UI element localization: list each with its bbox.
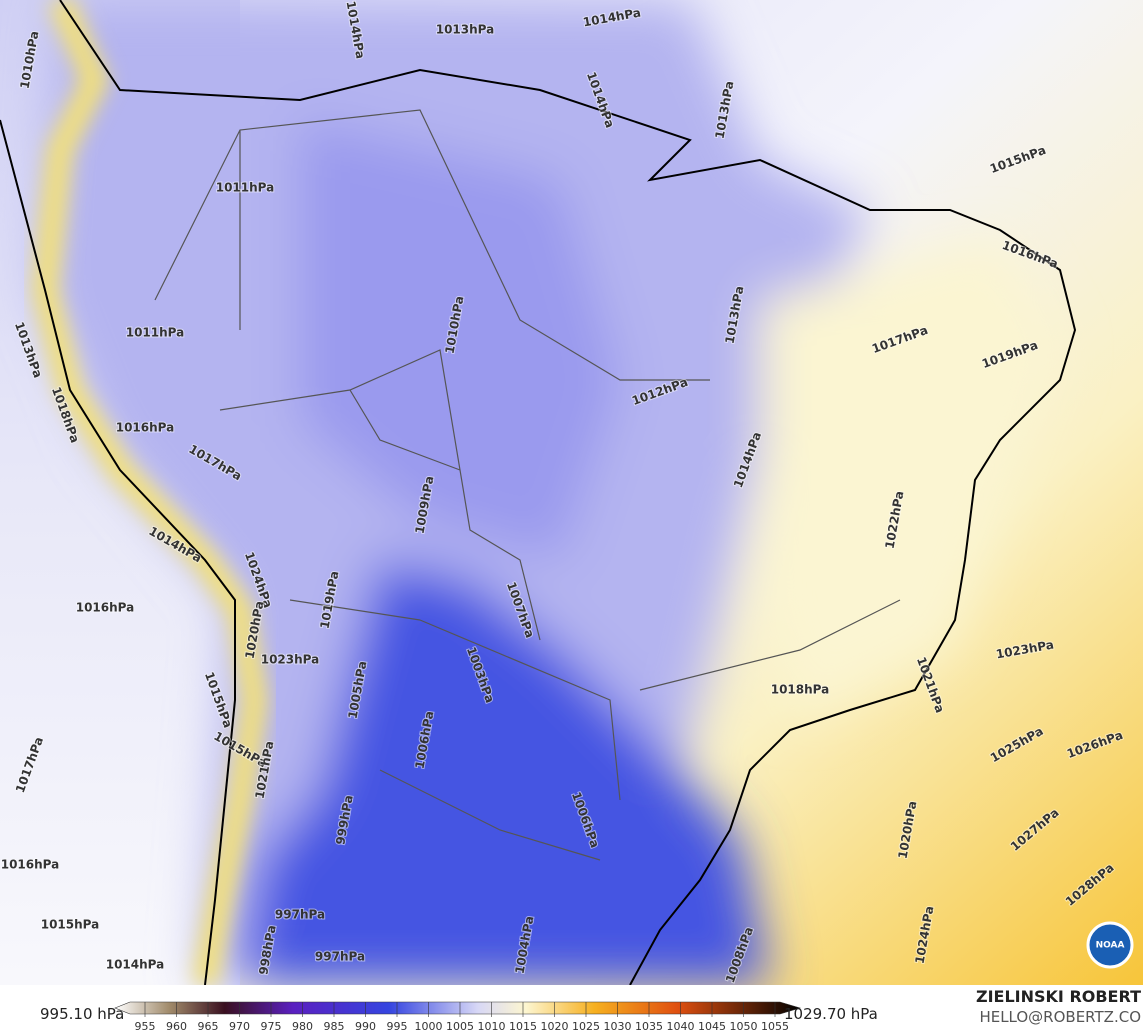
colorbar-tick-label: 1005 [446, 1020, 474, 1033]
colorbar-tick-label: 1030 [604, 1020, 632, 1033]
colorbar-tick-label: 995 [387, 1020, 408, 1033]
colorbar-tick-label: 980 [292, 1020, 313, 1033]
contour-label: 1023hPa [261, 653, 320, 667]
colorbar-tick-label: 1040 [667, 1020, 695, 1033]
min-label: 995.10 hPa [40, 1005, 124, 1023]
contour-label: 1018hPa [771, 683, 830, 697]
contour-label: 1015hPa [41, 918, 100, 932]
colorbar-tick-label: 1045 [698, 1020, 726, 1033]
contour-label: 1011hPa [126, 326, 185, 340]
contour-label: 1016hPa [116, 421, 175, 435]
colorbar-tick-label: 1000 [415, 1020, 443, 1033]
colorbar-tick-label: 1015 [509, 1020, 537, 1033]
colorbar-tick-label: 985 [324, 1020, 345, 1033]
colorbar [114, 1001, 802, 1015]
colorbar-tick-label: 1050 [730, 1020, 758, 1033]
contour-label: 1016hPa [76, 601, 135, 615]
colorbar-tick-label: 960 [166, 1020, 187, 1033]
contour-label: 1011hPa [216, 181, 275, 195]
contour-label: 1013hPa [436, 23, 495, 37]
contour-label: 997hPa [275, 908, 325, 922]
colorbar-tick-label: 990 [355, 1020, 376, 1033]
contour-label: 1014hPa [106, 958, 165, 972]
logo-text: NOAA [1096, 941, 1125, 951]
contact: HELLO@ROBERTZ.CO [979, 1008, 1141, 1026]
colorbar-tick-label: 955 [135, 1020, 156, 1033]
colorbar-tick-label: 1025 [572, 1020, 600, 1033]
colorbar-tick-label: 970 [229, 1020, 250, 1033]
author: ZIELINSKI ROBERT [976, 987, 1141, 1006]
noaa-logo [1086, 921, 1134, 969]
colorbar-tick-label: 1010 [478, 1020, 506, 1033]
colorbar-tick-label: 1035 [635, 1020, 663, 1033]
contour-label: 1016hPa [1, 858, 60, 872]
colorbar-tick-label: 975 [261, 1020, 282, 1033]
max-label: 1029.70 hPa [784, 1005, 878, 1023]
coastline [0, 0, 1077, 986]
contour-label: 997hPa [315, 950, 365, 964]
colorbar-tick-label: 965 [198, 1020, 219, 1033]
borders [154, 109, 901, 861]
colorbar-tick-label: 1020 [541, 1020, 569, 1033]
colorbar-tick-label: 1055 [761, 1020, 789, 1033]
